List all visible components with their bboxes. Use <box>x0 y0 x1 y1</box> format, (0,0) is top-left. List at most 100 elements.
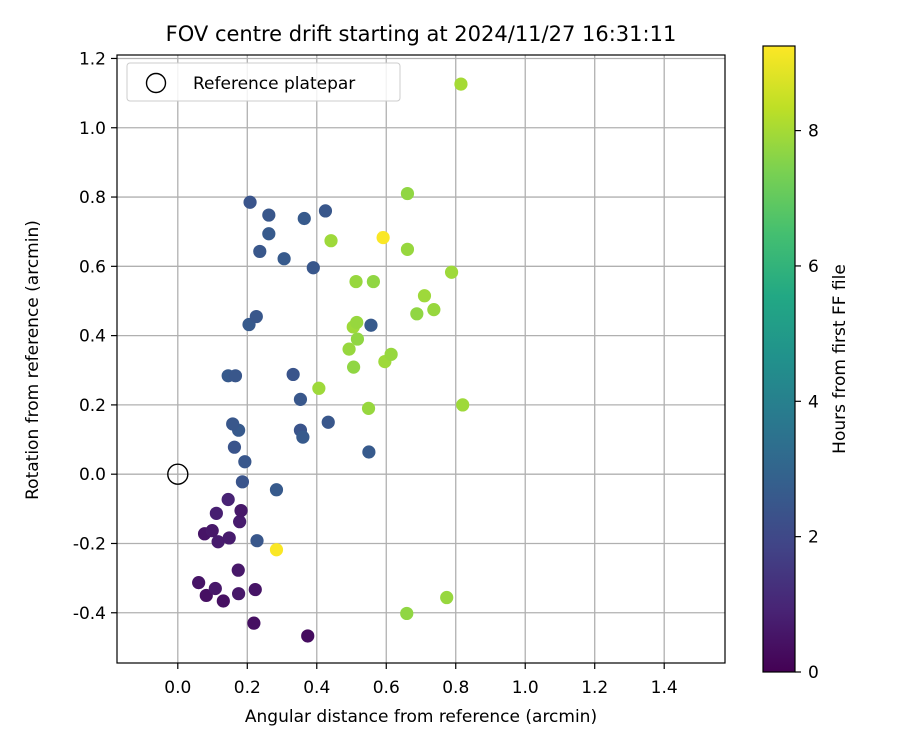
axis-ticks: 0.0 0.2 0.4 0.6 0.8 1.0 1.2 1.4 -0.4 -0.2 0.0 0.2 0.… <box>73 49 678 698</box>
data-point <box>234 503 248 518</box>
y-axis-label: Rotation from reference (arcmin) <box>23 220 43 500</box>
data-point <box>318 204 333 218</box>
data-point <box>243 195 257 209</box>
data-point <box>248 582 262 597</box>
data-points <box>192 77 470 643</box>
y-tick-label: -0.4 <box>73 604 106 624</box>
data-point <box>349 274 363 289</box>
data-point <box>362 445 376 459</box>
data-point <box>226 417 240 431</box>
y-tick-label: 0.0 <box>79 465 106 485</box>
data-point <box>216 594 230 608</box>
x-tick-label: 1.0 <box>512 678 539 698</box>
data-point <box>454 77 468 91</box>
data-point <box>361 401 376 415</box>
colorbar-label: Hours from first FF file <box>830 264 850 454</box>
data-point <box>306 261 320 275</box>
y-tick-label: 1.2 <box>79 49 106 69</box>
data-point <box>231 563 245 577</box>
x-tick-label: 0.8 <box>442 678 469 698</box>
legend-entry-reference: Reference platepar <box>193 74 355 94</box>
grid <box>117 55 725 663</box>
data-point <box>269 483 284 497</box>
x-axis-label: Angular distance from reference (arcmin) <box>245 707 597 727</box>
data-point <box>400 606 414 621</box>
data-point <box>410 307 424 321</box>
data-point <box>312 381 326 395</box>
data-point <box>277 252 291 266</box>
colorbar: 0 2 4 6 8 Hours from first FF file <box>762 45 850 683</box>
data-point <box>350 315 364 330</box>
data-point <box>205 524 219 538</box>
data-point <box>269 543 284 557</box>
data-point <box>235 475 250 489</box>
y-tick-label: 0.4 <box>79 327 106 347</box>
legend-reference-marker <box>145 72 167 94</box>
data-point <box>444 265 459 279</box>
data-point <box>366 274 381 289</box>
x-tick-label: 0.6 <box>373 678 400 698</box>
data-point <box>222 531 236 545</box>
x-tick-label: 1.4 <box>651 678 678 698</box>
reference-platepar-marker <box>167 463 189 485</box>
x-tick-label: 1.2 <box>581 678 608 698</box>
data-point <box>321 415 335 429</box>
data-point <box>211 535 225 549</box>
data-point <box>376 230 390 245</box>
data-point <box>247 616 261 630</box>
legend: Reference platepar <box>126 62 401 102</box>
data-point <box>400 242 415 256</box>
colorbar-gradient <box>762 45 796 673</box>
data-point <box>199 588 213 603</box>
plot-frame <box>116 54 726 664</box>
data-point <box>221 492 235 507</box>
data-point <box>427 303 441 317</box>
data-point <box>209 506 223 520</box>
data-point <box>249 309 263 324</box>
data-point <box>384 347 398 361</box>
y-tick-label: 0.2 <box>79 396 106 416</box>
data-point <box>456 398 470 412</box>
data-point <box>364 318 378 332</box>
chart-title: FOV centre drift starting at 2024/11/27 … <box>166 22 677 46</box>
reference-marker-layer <box>167 463 189 485</box>
colorbar-tick-label: 6 <box>808 257 819 277</box>
data-point <box>324 234 338 248</box>
data-point <box>233 515 247 529</box>
x-tick-label: 0.4 <box>303 678 330 698</box>
colorbar-ticks: 0 2 4 6 8 <box>795 122 819 683</box>
legend-box <box>126 62 401 102</box>
y-tick-label: -0.2 <box>73 534 106 554</box>
data-point <box>440 590 454 605</box>
data-point <box>297 211 311 226</box>
data-point <box>342 342 356 356</box>
data-point <box>293 392 308 406</box>
x-tick-label: 0.0 <box>164 678 191 698</box>
x-tick-label: 0.2 <box>234 678 261 698</box>
y-tick-label: 0.6 <box>79 257 106 277</box>
data-point <box>228 369 243 383</box>
data-point <box>232 587 246 601</box>
data-point <box>227 440 242 454</box>
data-point <box>296 430 310 444</box>
data-point <box>400 186 415 201</box>
data-point <box>262 227 276 241</box>
colorbar-tick-label: 8 <box>808 122 819 142</box>
data-point <box>253 244 267 259</box>
colorbar-tick-label: 0 <box>808 663 819 683</box>
y-tick-label: 1.0 <box>79 119 106 139</box>
data-point <box>192 576 206 590</box>
colorbar-tick-label: 4 <box>808 392 819 412</box>
data-point <box>262 208 276 222</box>
y-tick-label: 0.8 <box>79 188 106 208</box>
colorbar-tick-label: 2 <box>808 528 819 548</box>
data-point <box>417 289 432 303</box>
data-point <box>238 455 252 469</box>
data-point <box>286 367 300 382</box>
data-point <box>350 332 365 346</box>
data-point <box>346 360 361 374</box>
data-point <box>250 534 264 548</box>
data-point <box>208 581 222 596</box>
data-point <box>301 629 315 643</box>
